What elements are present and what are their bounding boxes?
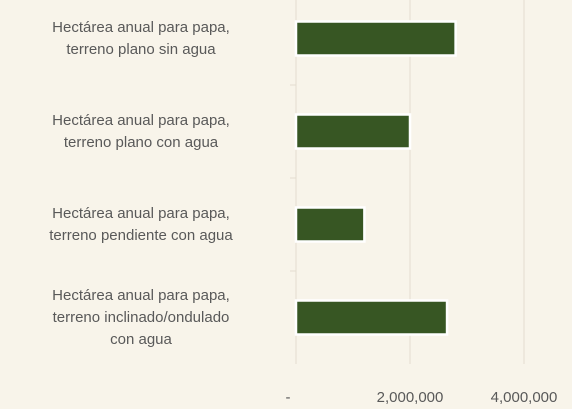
bar xyxy=(294,299,449,336)
x-tick-label: 2,000,000 xyxy=(377,389,444,406)
bar xyxy=(294,206,366,243)
x-tick-label: - xyxy=(286,389,291,406)
bar xyxy=(294,113,412,150)
x-tick-label: 4,000,000 xyxy=(491,389,558,406)
y-tick-label: Hectárea anual para papa, terreno plano … xyxy=(52,18,230,58)
y-tick-label: Hectárea anual para papa, terreno plano … xyxy=(52,111,230,151)
bar xyxy=(294,20,457,57)
y-tick-label: Hectárea anual para papa, terreno pendie… xyxy=(49,204,233,244)
y-tick-label: Hectárea anual para papa, terreno inclin… xyxy=(52,286,230,348)
